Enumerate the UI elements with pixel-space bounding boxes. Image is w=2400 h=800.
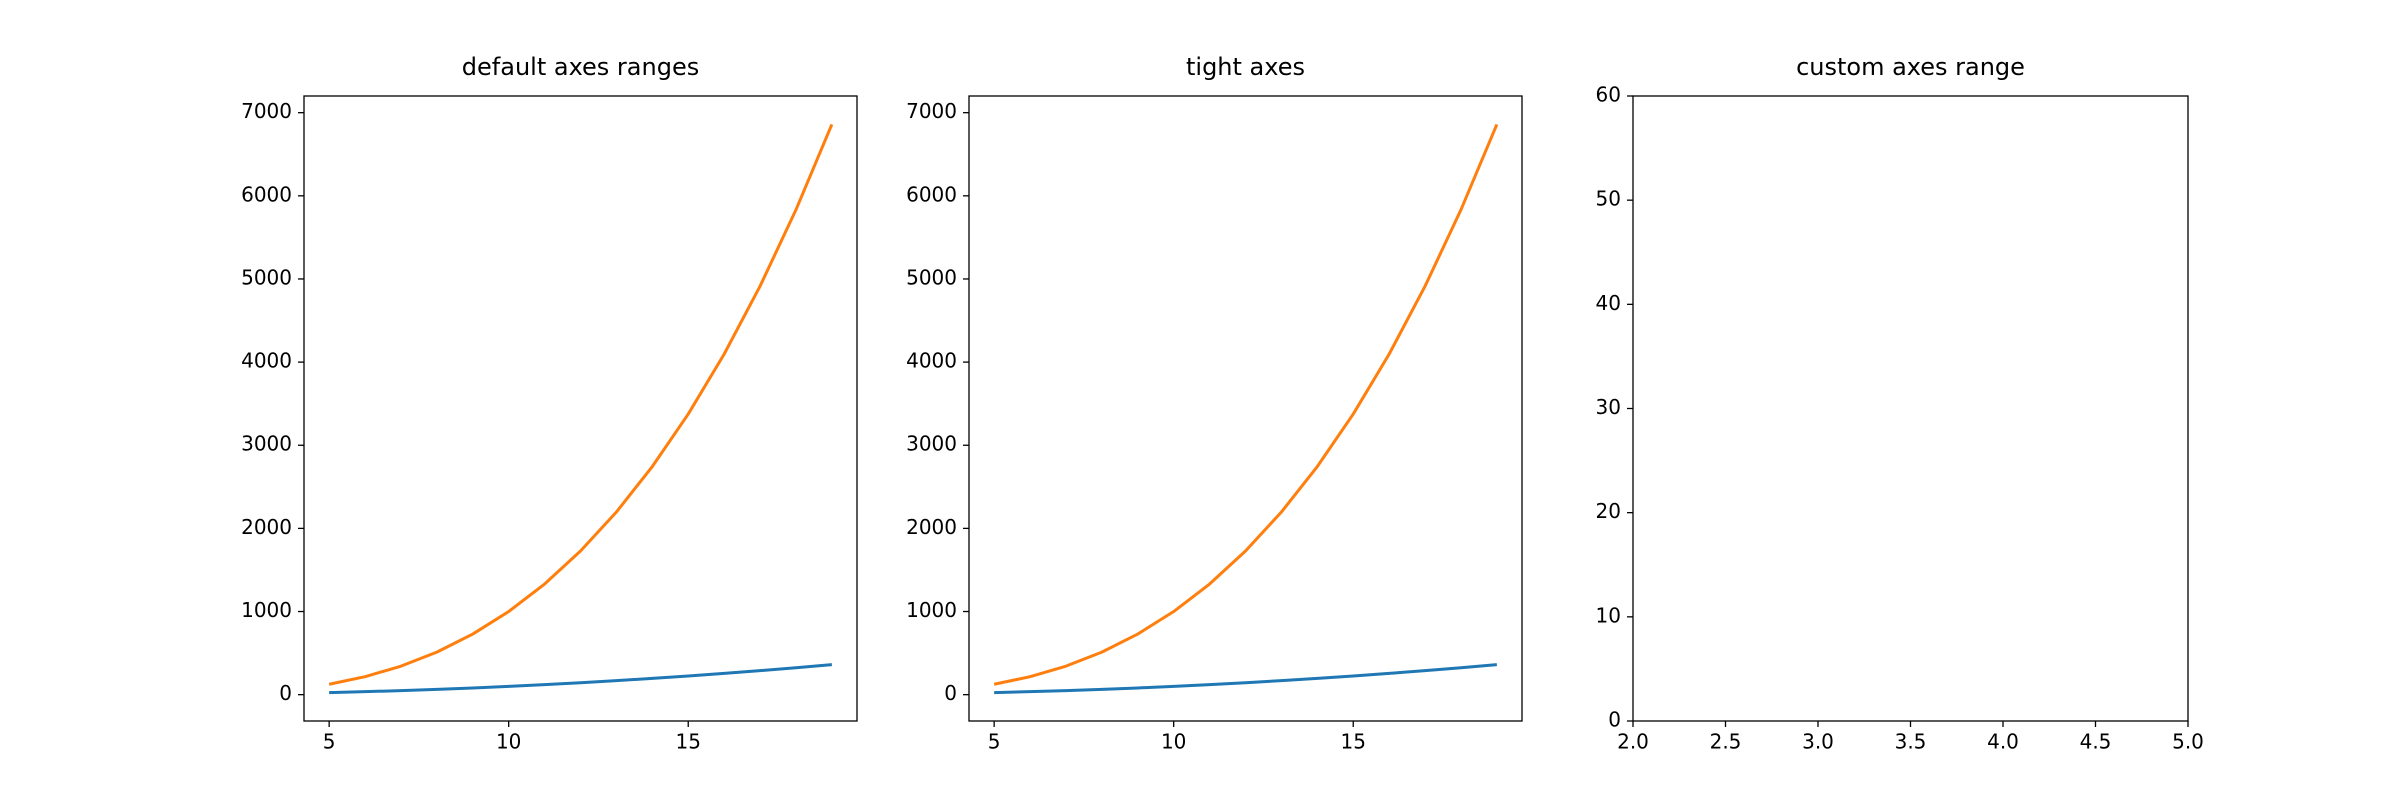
axes-frame bbox=[968, 95, 1523, 722]
axes-frame bbox=[303, 95, 858, 722]
y-tick-label: 6000 bbox=[906, 182, 957, 206]
axes-frame bbox=[1632, 95, 2189, 722]
line-series bbox=[993, 123, 1499, 686]
y-tick-label: 6000 bbox=[241, 182, 292, 206]
y-tick-label: 2000 bbox=[241, 515, 292, 539]
y-tick-label: 7000 bbox=[241, 99, 292, 123]
x-tick-label: 4.0 bbox=[1987, 730, 2019, 754]
y-tick-label: 0 bbox=[944, 681, 957, 705]
y-tick-label: 4000 bbox=[906, 349, 957, 373]
y-tick-label: 60 bbox=[1596, 83, 1621, 107]
x-tick-label: 2.0 bbox=[1617, 730, 1649, 754]
y-tick-label: 0 bbox=[1608, 708, 1621, 732]
chart-title: custom axes range bbox=[1796, 53, 2025, 81]
y-tick-label: 3000 bbox=[241, 432, 292, 456]
line-series bbox=[329, 663, 832, 695]
x-tick-label: 2.5 bbox=[1710, 730, 1742, 754]
y-tick-label: 0 bbox=[279, 681, 292, 705]
y-tick-label: 3000 bbox=[906, 432, 957, 456]
y-tick-label: 1000 bbox=[906, 598, 957, 622]
y-tick-label: 7000 bbox=[906, 99, 957, 123]
y-tick-label: 1000 bbox=[241, 598, 292, 622]
y-tick-label: 20 bbox=[1596, 499, 1621, 523]
line-series bbox=[994, 663, 1497, 695]
x-tick-label: 10 bbox=[496, 730, 521, 754]
y-tick-label: 50 bbox=[1596, 187, 1621, 211]
x-tick-label: 10 bbox=[1161, 730, 1186, 754]
y-tick-label: 2000 bbox=[906, 515, 957, 539]
y-tick-label: 40 bbox=[1596, 291, 1621, 315]
y-tick-label: 5000 bbox=[241, 265, 292, 289]
y-tick-label: 10 bbox=[1596, 603, 1621, 627]
y-tick-label: 4000 bbox=[241, 349, 292, 373]
x-tick-label: 4.5 bbox=[2080, 730, 2112, 754]
y-tick-label: 30 bbox=[1596, 395, 1621, 419]
x-tick-label: 5.0 bbox=[2172, 730, 2204, 754]
x-tick-label: 15 bbox=[676, 730, 701, 754]
chart-title: default axes ranges bbox=[462, 53, 699, 81]
x-tick-label: 5 bbox=[323, 730, 336, 754]
y-tick-label: 5000 bbox=[906, 265, 957, 289]
x-tick-label: 3.0 bbox=[1802, 730, 1834, 754]
chart-title: tight axes bbox=[1186, 53, 1305, 81]
line-series bbox=[2187, 458, 2188, 461]
x-tick-label: 3.5 bbox=[1895, 730, 1927, 754]
line-series bbox=[328, 123, 834, 686]
x-tick-label: 5 bbox=[988, 730, 1001, 754]
x-tick-label: 15 bbox=[1341, 730, 1366, 754]
